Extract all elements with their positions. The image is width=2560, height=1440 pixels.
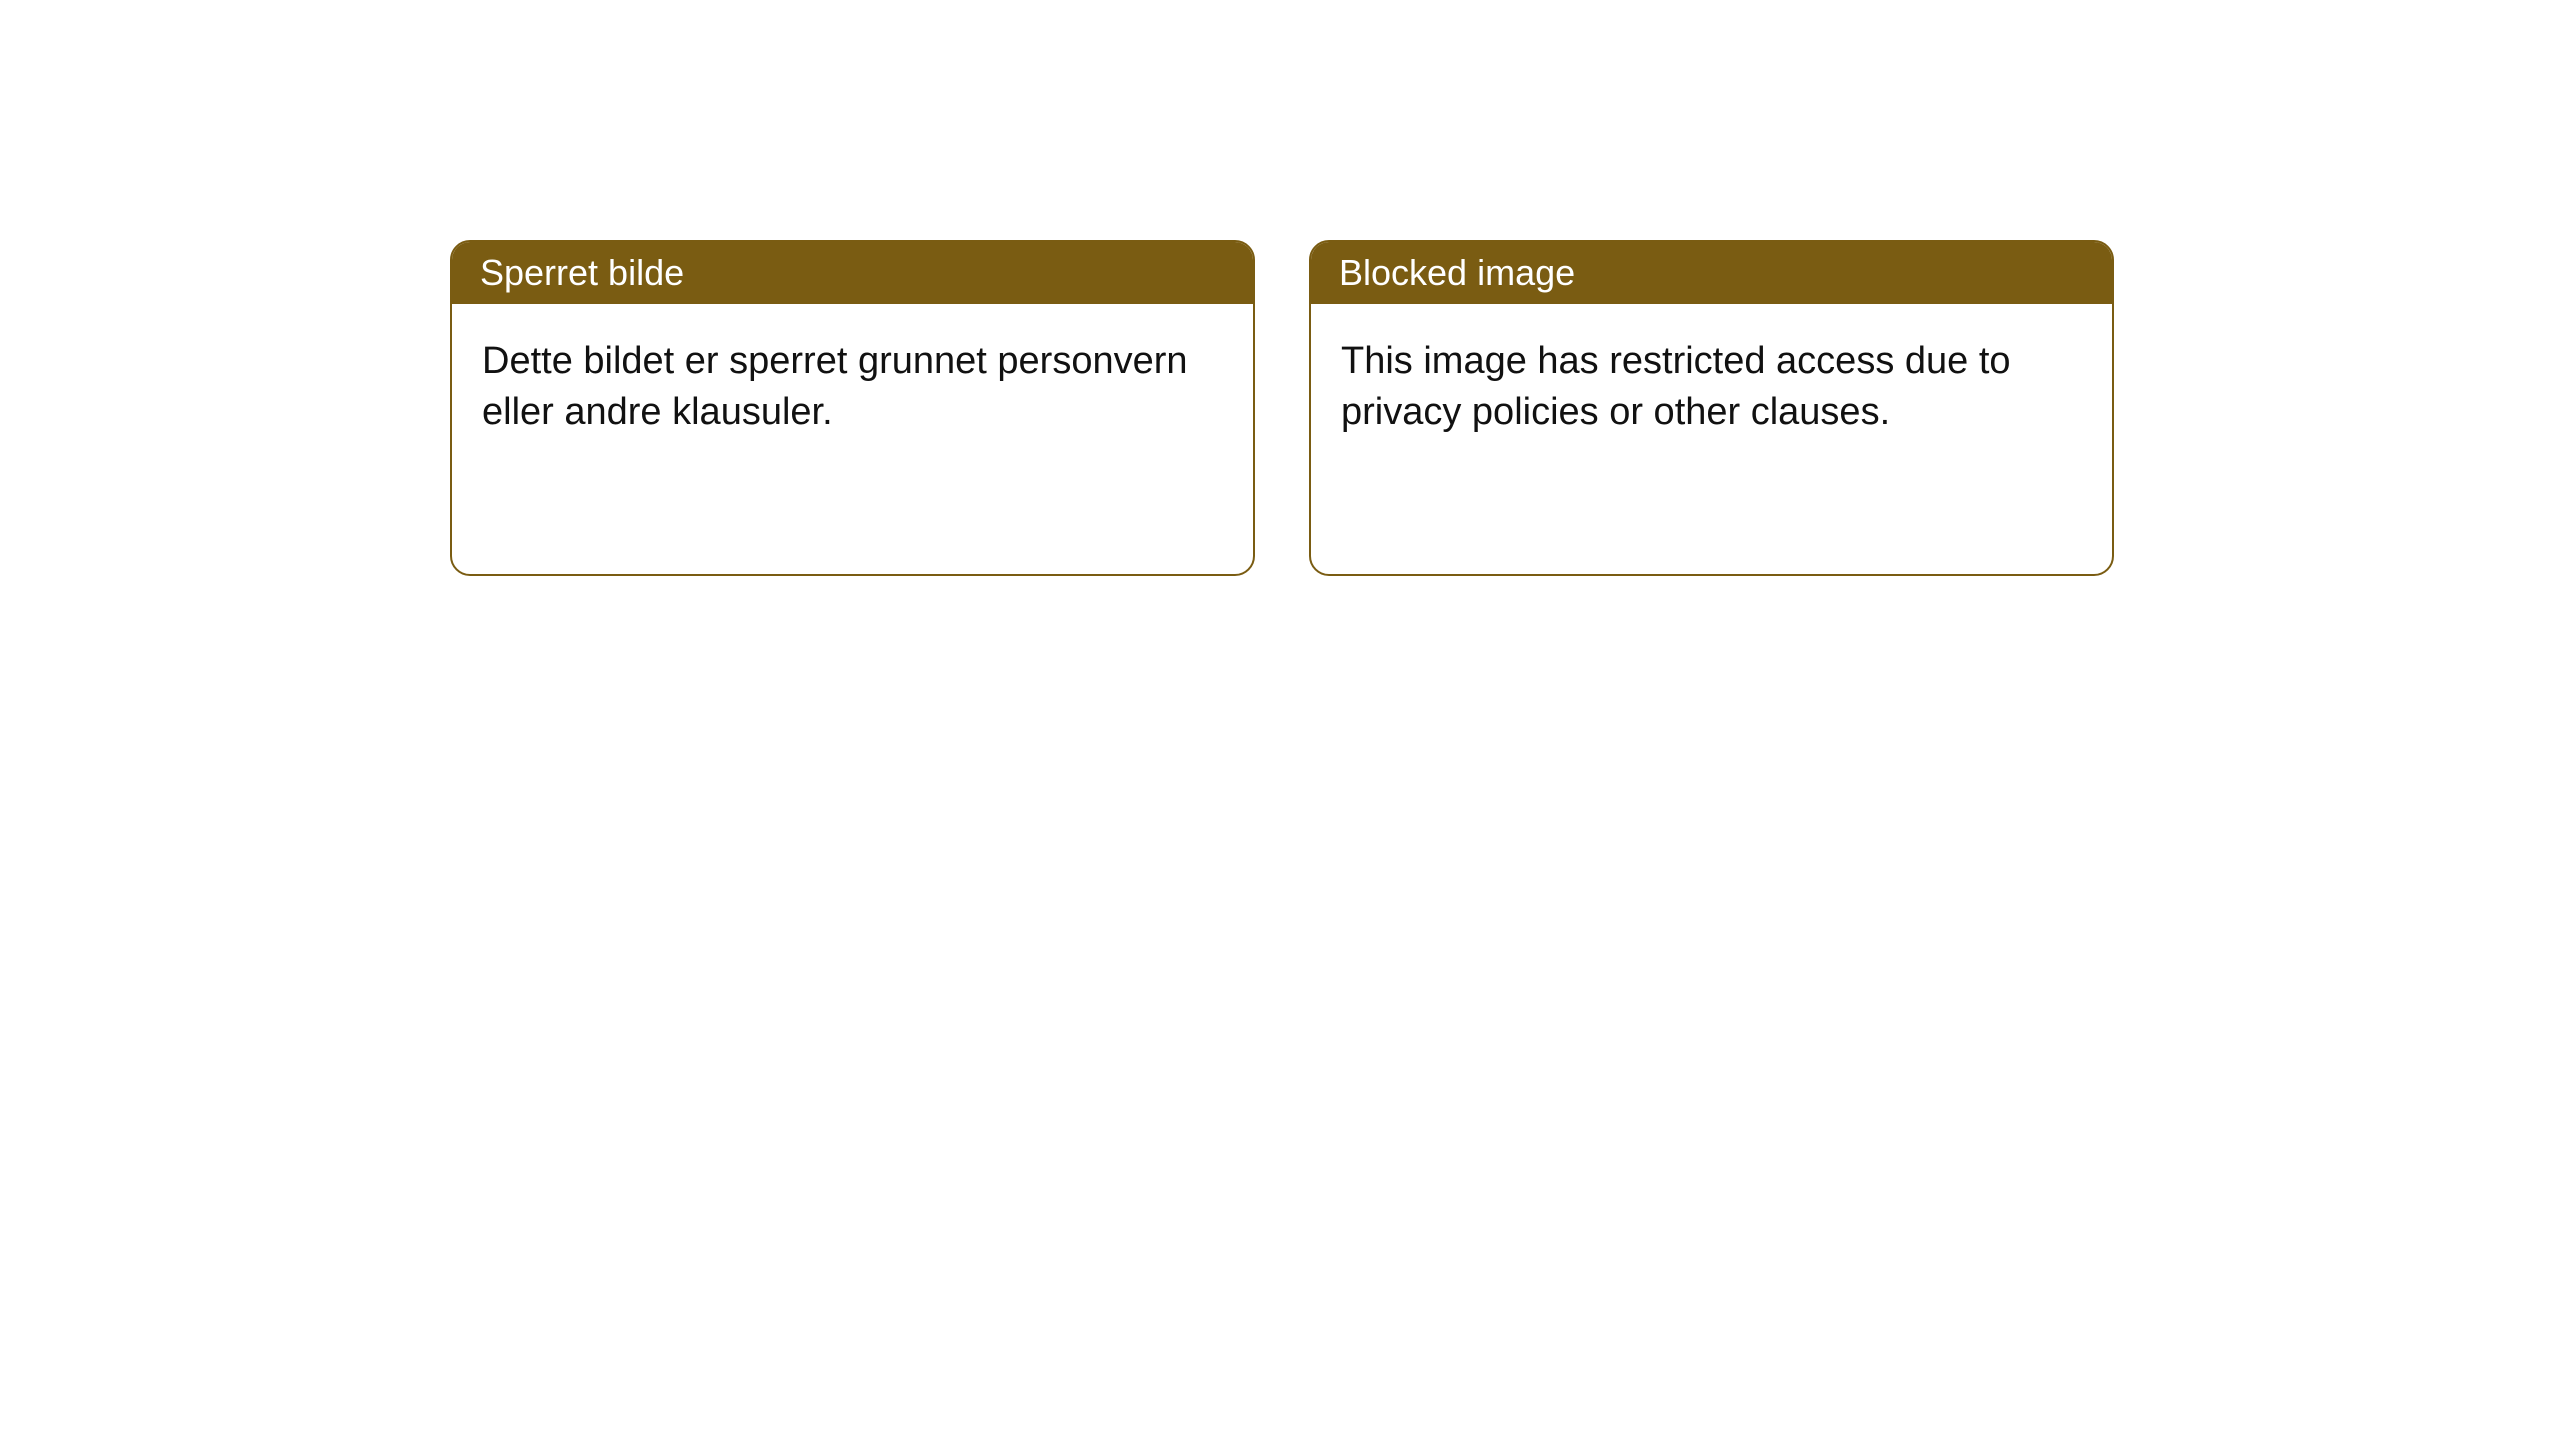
notice-container: Sperret bilde Dette bildet er sperret gr… <box>0 0 2560 576</box>
notice-header-en: Blocked image <box>1311 242 2112 304</box>
notice-card-no: Sperret bilde Dette bildet er sperret gr… <box>450 240 1255 576</box>
notice-header-no: Sperret bilde <box>452 242 1253 304</box>
notice-card-en: Blocked image This image has restricted … <box>1309 240 2114 576</box>
notice-body-no: Dette bildet er sperret grunnet personve… <box>452 304 1253 574</box>
notice-body-en: This image has restricted access due to … <box>1311 304 2112 574</box>
